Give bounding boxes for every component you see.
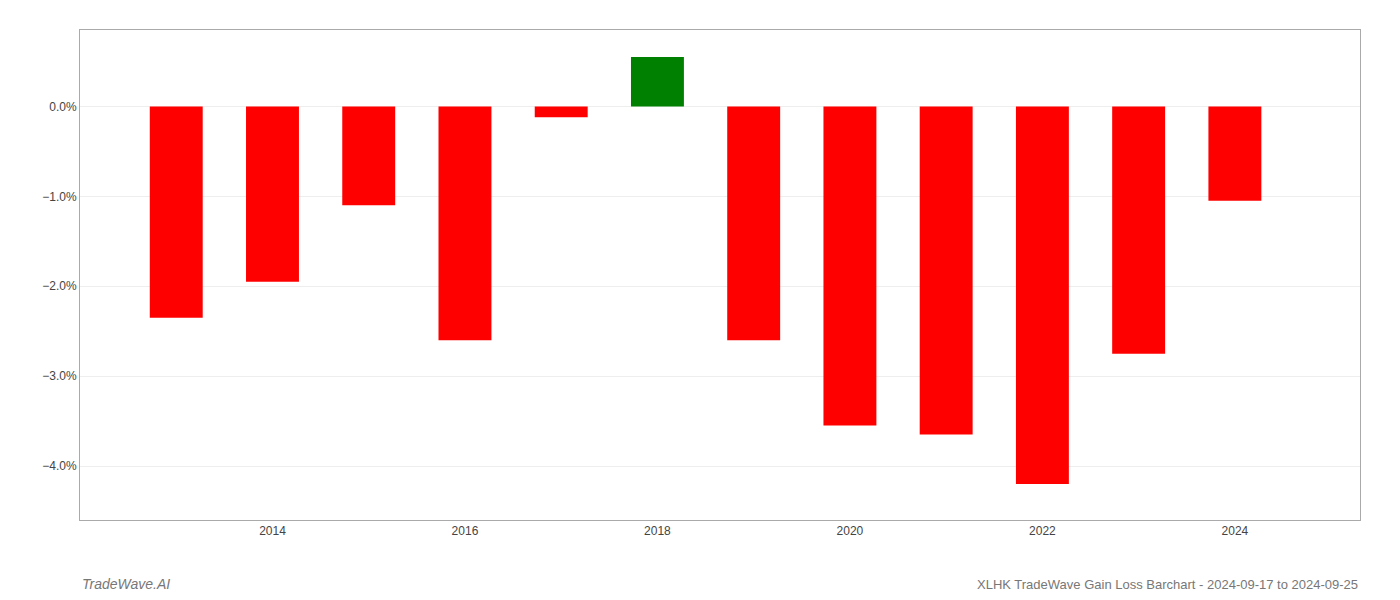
svg-text:TradeWave.AI: TradeWave.AI (82, 576, 170, 592)
svg-text:−4.0%: −4.0% (42, 459, 77, 473)
svg-text:XLHK TradeWave Gain Loss Barch: XLHK TradeWave Gain Loss Barchart - 2024… (977, 577, 1358, 592)
svg-text:2020: 2020 (837, 524, 864, 538)
svg-text:−2.0%: −2.0% (42, 279, 77, 293)
svg-text:−3.0%: −3.0% (42, 369, 77, 383)
svg-text:2022: 2022 (1029, 524, 1056, 538)
svg-text:2016: 2016 (452, 524, 479, 538)
svg-text:−1.0%: −1.0% (42, 190, 77, 204)
svg-text:2024: 2024 (1222, 524, 1249, 538)
svg-text:2018: 2018 (644, 524, 671, 538)
svg-text:2014: 2014 (259, 524, 286, 538)
svg-text:0.0%: 0.0% (49, 100, 77, 114)
